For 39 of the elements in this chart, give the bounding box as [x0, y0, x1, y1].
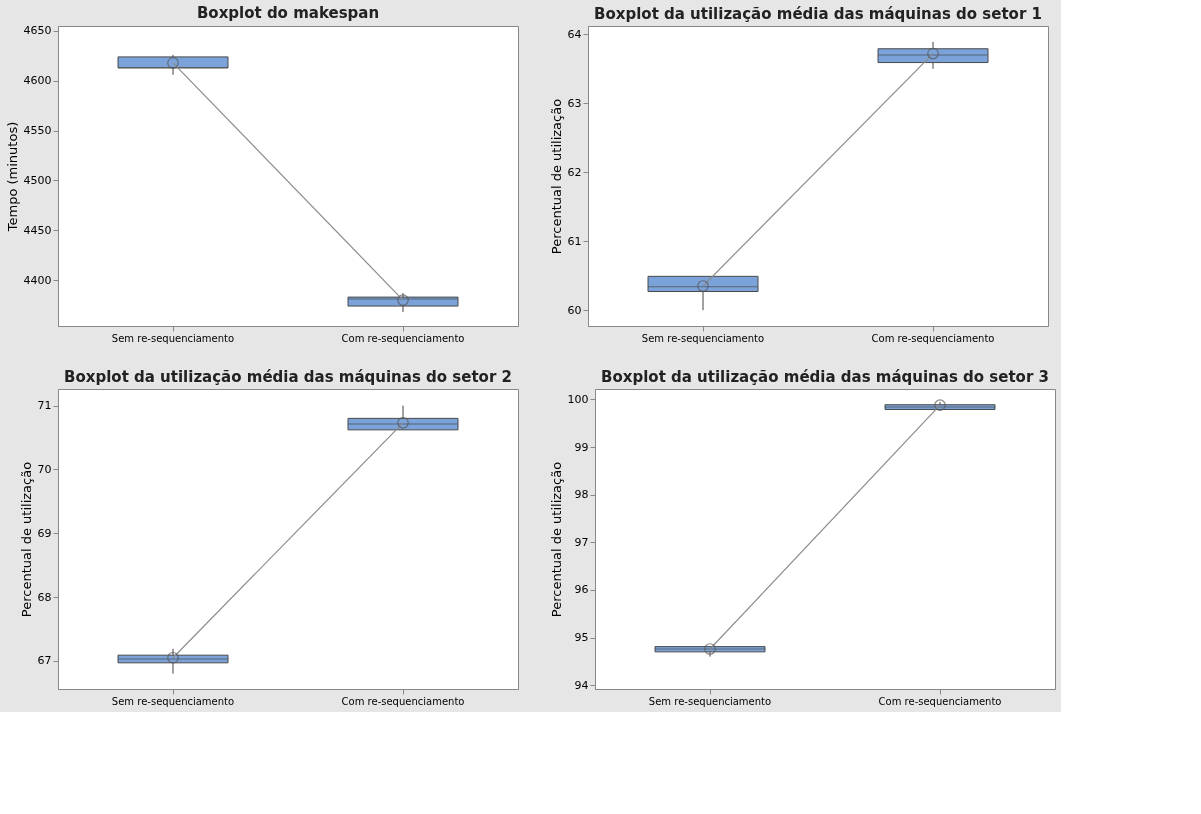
y-axis-title: Tempo (minutos): [4, 121, 20, 233]
chart-title: Boxplot da utilização média das máquinas do setor 2: [64, 368, 512, 386]
y-tick-label: 69: [37, 526, 52, 540]
y-tick-label: 62: [567, 165, 582, 179]
y-tick-label: 64: [567, 27, 582, 41]
y-axis-title: Percentual de utilização: [548, 461, 564, 618]
y-tick-label: 67: [37, 654, 52, 668]
x-tick-label: Com re-sequenciamento: [878, 695, 1002, 707]
y-tick-label: 98: [574, 488, 589, 502]
y-tick-label: 63: [567, 96, 582, 110]
y-tick-label: 4450: [23, 223, 52, 237]
y-tick-label: 99: [574, 440, 589, 454]
y-axis-title: Percentual de utilização: [548, 98, 564, 255]
chart-title: Boxplot da utilização média das máquinas do setor 3: [601, 368, 1049, 386]
x-tick-label: Com re-sequenciamento: [871, 332, 995, 344]
y-tick-label: 97: [574, 535, 589, 549]
y-tick-label: 68: [37, 590, 52, 604]
x-tick-label: Sem re-sequenciamento: [648, 695, 772, 707]
x-tick-label: Sem re-sequenciamento: [641, 332, 765, 344]
y-tick-label: 95: [574, 631, 589, 645]
y-tick-label: 4400: [23, 273, 52, 287]
y-tick-label: 4600: [23, 74, 52, 88]
y-tick-label: 70: [37, 462, 52, 476]
x-tick-label: Com re-sequenciamento: [341, 332, 465, 344]
y-tick-label: 4650: [23, 24, 52, 38]
chart-title: Boxplot do makespan: [196, 3, 380, 22]
y-tick-label: 94: [574, 678, 589, 692]
chart-title: Boxplot da utilização média das máquinas do setor 1: [594, 5, 1042, 23]
y-tick-label: 96: [574, 583, 589, 597]
y-tick-label: 61: [567, 234, 582, 248]
y-tick-label: 60: [567, 303, 582, 317]
y-axis-title: Percentual de utilização: [18, 461, 34, 618]
y-tick-label: 4500: [23, 173, 52, 187]
x-tick-label: Com re-sequenciamento: [341, 695, 465, 707]
x-tick-label: Sem re-sequenciamento: [111, 332, 235, 344]
x-tick-label: Sem re-sequenciamento: [111, 695, 235, 707]
y-tick-label: 71: [37, 399, 52, 413]
y-tick-label: 4550: [23, 124, 52, 138]
y-tick-label: 100: [567, 392, 589, 406]
